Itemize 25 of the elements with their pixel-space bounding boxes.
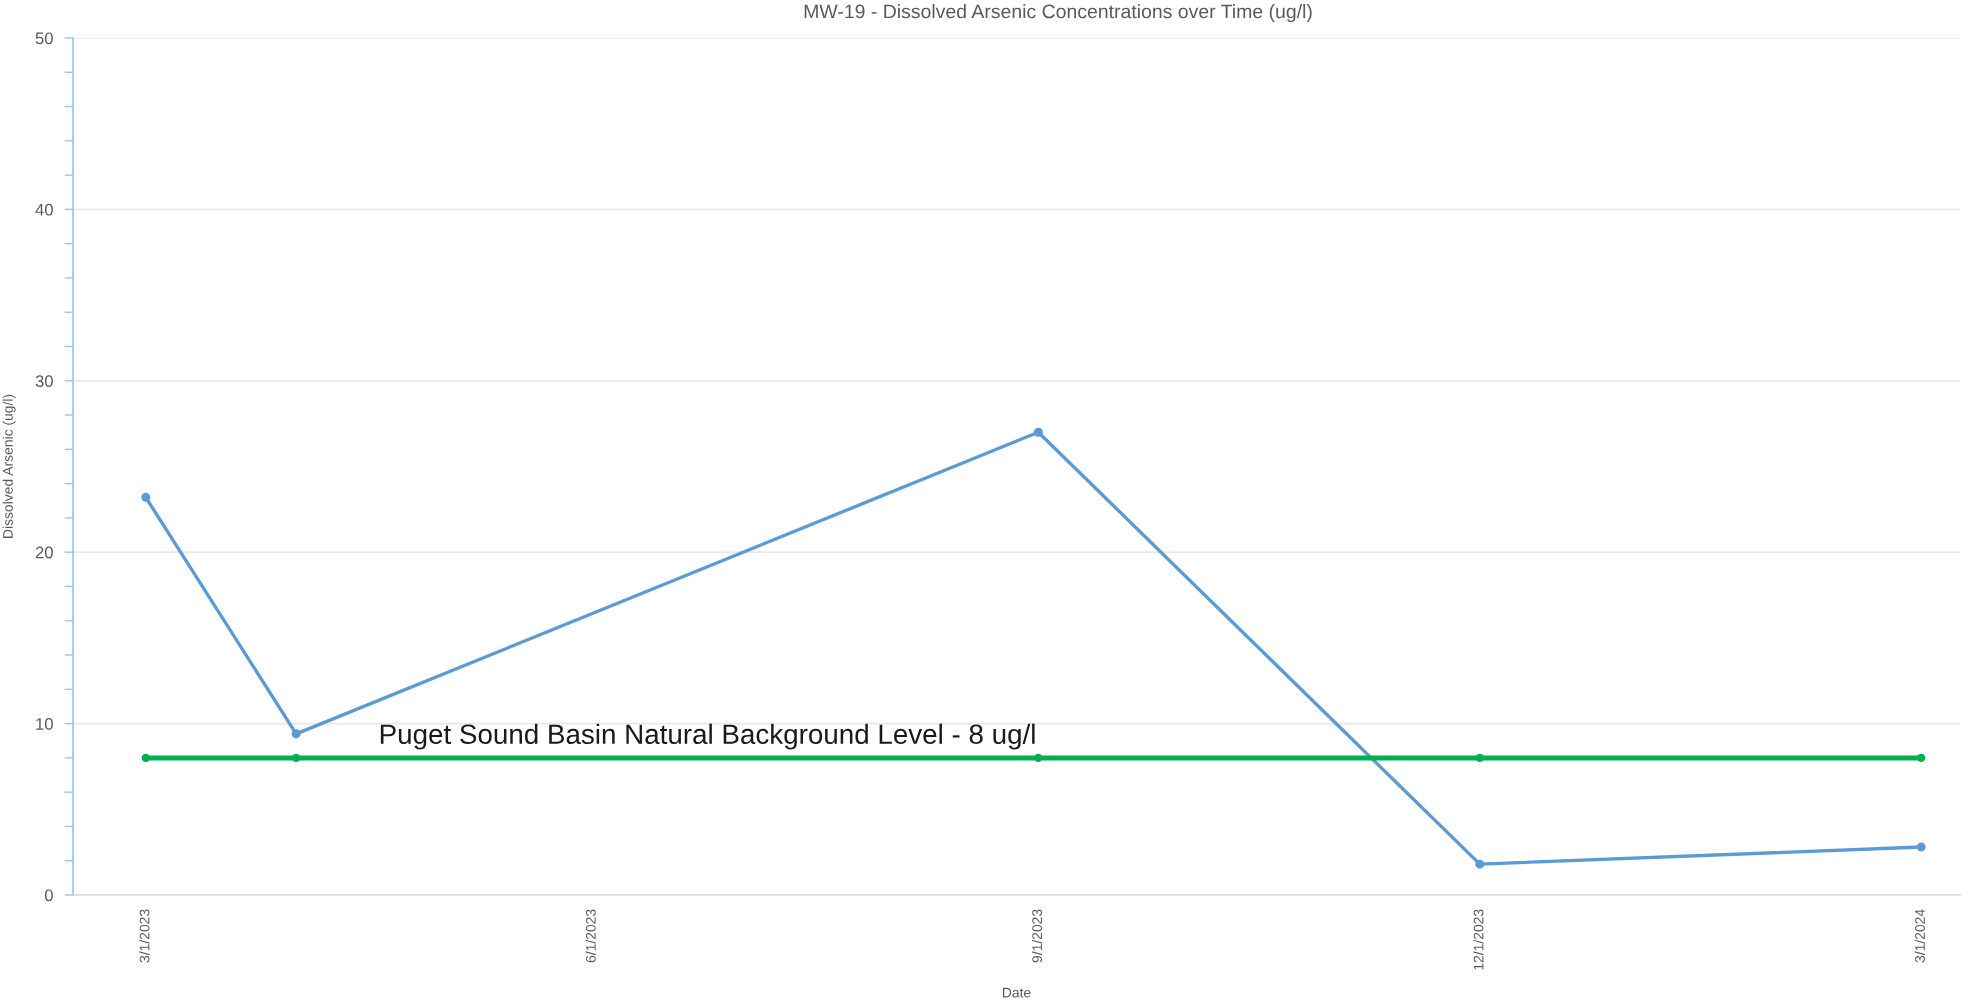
point: [1916, 842, 1926, 852]
y-tick-label: 40: [35, 203, 53, 216]
point: [291, 729, 301, 739]
y-tick-label: 10: [36, 718, 53, 730]
x-tick-label: 3/1/2024: [1914, 909, 1925, 963]
chart-title: MW-19 - Dissolved Arsenic Concentrations over Time (ug/l): [804, 4, 1312, 23]
x-tick-label: 12/1/2023: [1473, 909, 1484, 970]
point: [141, 492, 151, 502]
point: [291, 753, 301, 763]
point: [1034, 753, 1043, 763]
x-tick-label: 9/1/2023: [1031, 909, 1043, 963]
point: [1917, 753, 1926, 763]
y-axis-title: Dissolved Arsenic (ug/l): [2, 394, 16, 538]
point: [141, 753, 150, 763]
point: [1033, 427, 1043, 437]
x-tick-label: 6/1/2023: [585, 909, 596, 963]
y-tick-label: 20: [35, 546, 53, 559]
x-tick-label: 3/1/2023: [139, 909, 150, 963]
annotation: Puget Sound Basin Natural Background Level - 8 ug/l: [380, 723, 1035, 750]
y-tick-label: 50: [35, 32, 53, 45]
y-tick-label: 0: [44, 889, 53, 902]
point: [1475, 859, 1485, 869]
y-tick-label: 30: [35, 375, 53, 387]
x-axis-title: Date: [1002, 987, 1031, 998]
point: [1475, 753, 1484, 763]
